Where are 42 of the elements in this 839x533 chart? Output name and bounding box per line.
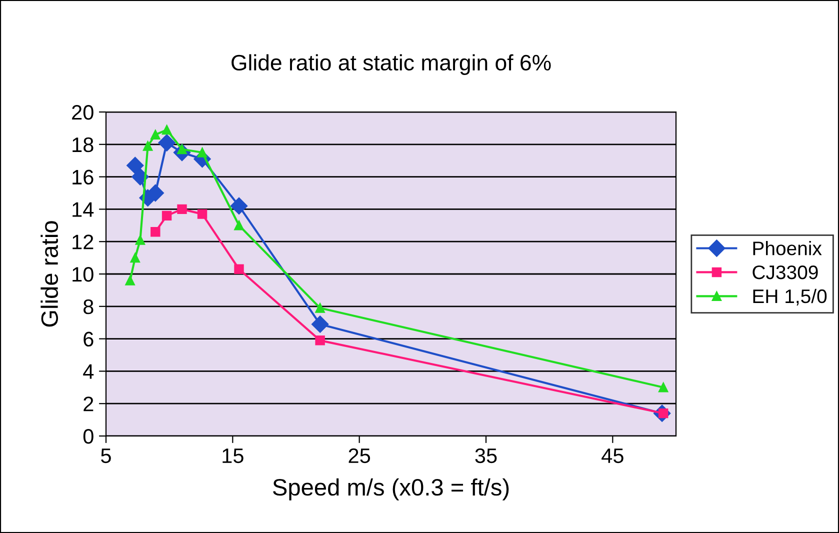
y-tick-label: 6 — [84, 332, 94, 347]
point — [135, 235, 146, 245]
x-tick-label: 35 — [475, 448, 497, 464]
point — [125, 276, 135, 286]
y-tick-label: 12 — [72, 234, 94, 250]
point — [234, 220, 244, 230]
y-tick-label: 0 — [83, 429, 94, 444]
y-tick-label: 8 — [84, 299, 94, 314]
x-tick-label: 5 — [101, 448, 111, 464]
legend-label: EH 1,5/0 — [753, 288, 827, 306]
point — [158, 134, 176, 152]
point — [162, 210, 172, 221]
y-tick-label: 18 — [72, 137, 94, 152]
point — [126, 156, 144, 174]
legend-label: CJ3309 — [752, 265, 818, 280]
point — [177, 204, 187, 214]
point — [234, 264, 244, 274]
y-axis-title: Glide ratio — [40, 221, 58, 327]
point — [230, 197, 248, 215]
y-tick-label: 20 — [72, 105, 94, 120]
chart-title: Glide ratio at static margin of 6% — [232, 54, 551, 75]
y-tick-label: 10 — [72, 267, 94, 282]
point — [130, 252, 140, 263]
point — [658, 382, 668, 392]
x-tick-label: 45 — [602, 448, 624, 464]
x-tick-label: 15 — [222, 448, 244, 464]
y-tick-label: 14 — [72, 202, 94, 217]
point — [315, 336, 325, 346]
y-tick-label: 4 — [83, 364, 94, 379]
y-tick-label: 16 — [72, 170, 94, 185]
point — [197, 148, 208, 158]
x-tick-label: 25 — [348, 448, 370, 464]
legend-label: Phoenix — [753, 240, 822, 256]
point — [150, 130, 160, 140]
point — [315, 303, 325, 313]
point — [197, 209, 208, 219]
point — [142, 141, 153, 151]
y-tick-label: 2 — [84, 396, 94, 412]
point — [312, 316, 329, 333]
point — [150, 227, 160, 237]
point — [162, 124, 172, 135]
x-axis-title: Speed m/s (x0.3 = ft/s) — [272, 478, 509, 500]
